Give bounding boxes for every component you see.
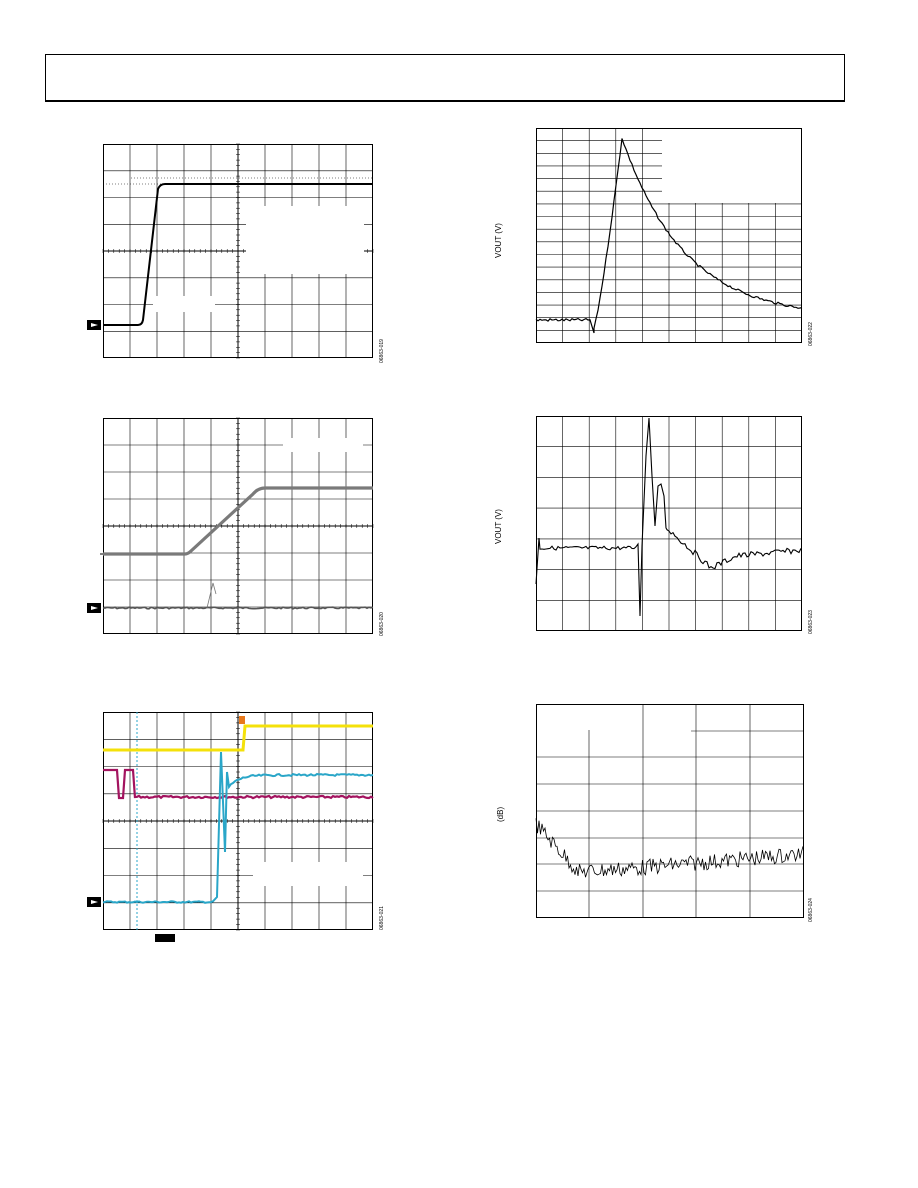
scope-plot-fig19-canvas bbox=[87, 143, 374, 359]
trace-response bbox=[535, 818, 804, 878]
scope-plot-fig19 bbox=[87, 143, 374, 359]
page-header-box bbox=[45, 54, 845, 102]
trace-cyan bbox=[102, 751, 374, 904]
scope-plot-fig20 bbox=[87, 417, 374, 635]
figure-id-fig24: 06863-024 bbox=[808, 898, 814, 922]
trace-output-step bbox=[103, 183, 373, 326]
annotation-box bbox=[283, 438, 363, 452]
trace-orange-marker bbox=[239, 716, 245, 724]
trace-yellow bbox=[103, 724, 373, 752]
scope-plot-fig21 bbox=[87, 711, 374, 942]
annotation-box bbox=[153, 296, 215, 312]
trace-vout bbox=[535, 417, 802, 617]
plot-fig24-canvas bbox=[535, 704, 804, 918]
figure-id-fig20: 06863-020 bbox=[379, 612, 385, 636]
annotation-box bbox=[253, 862, 363, 886]
figure-id-fig22: 06863-022 bbox=[808, 322, 814, 346]
trace-vout bbox=[535, 138, 803, 334]
channel-marker-arrow bbox=[91, 606, 98, 610]
channel-marker-arrow bbox=[91, 323, 98, 327]
plot-fig24 bbox=[535, 704, 804, 918]
ylabel-fig24: (dB) bbox=[496, 806, 505, 822]
plot-fig23-canvas bbox=[535, 416, 802, 631]
plot-fig22-canvas bbox=[535, 128, 803, 343]
scope-plot-fig21-canvas bbox=[87, 711, 374, 942]
trace-input-baseline bbox=[102, 606, 374, 610]
figure-id-fig19: 06863-019 bbox=[379, 339, 385, 363]
figure-id-fig21: 06863-021 bbox=[379, 906, 385, 930]
trace-glitch bbox=[206, 582, 217, 609]
ylabel-fig22: VOUT (V) bbox=[494, 223, 503, 258]
trigger-indicator bbox=[155, 934, 175, 942]
trace-output-ramp bbox=[103, 486, 373, 556]
figure-id-fig23: 06863-023 bbox=[808, 610, 814, 634]
ylabel-fig23: VOUT (V) bbox=[494, 509, 503, 544]
plot-fig22 bbox=[535, 128, 803, 343]
plot-fig23 bbox=[535, 416, 802, 631]
channel-marker-arrow bbox=[91, 900, 98, 904]
annotation-box bbox=[246, 206, 364, 274]
trace-magenta bbox=[103, 768, 374, 800]
scope-plot-fig20-canvas bbox=[87, 417, 374, 635]
